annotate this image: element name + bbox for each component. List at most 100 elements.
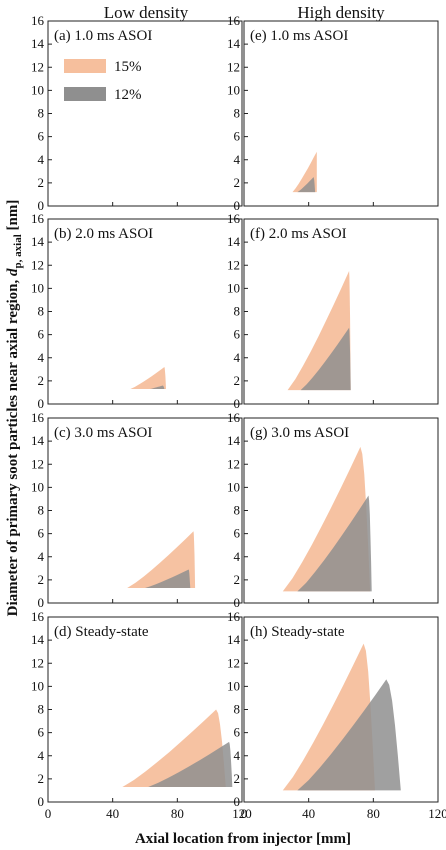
- y-tick-label: 12: [227, 257, 240, 272]
- y-tick-label: 2: [234, 572, 241, 587]
- y-tick-label: 8: [38, 702, 45, 717]
- y-tick-label: 6: [38, 725, 45, 740]
- y-tick-label: 14: [227, 234, 241, 249]
- panel-title: (a) 1.0 ms ASOI: [54, 28, 152, 44]
- x-tick-label: 40: [302, 806, 315, 821]
- y-tick-label: 16: [227, 13, 241, 28]
- y-tick-label: 6: [234, 526, 241, 541]
- y-tick-label: 14: [227, 36, 241, 51]
- y-tick-label: 6: [38, 327, 45, 342]
- panel-title: (d) Steady-state: [54, 624, 149, 640]
- panel-frame: [47, 417, 243, 604]
- y-tick-label: 16: [31, 13, 45, 28]
- y-tick-label: 0: [234, 396, 241, 411]
- y-tick-label: 4: [38, 350, 45, 365]
- panel-2: 0 2 4 6 8 10 12 14 16 (b) 2.0 ms ASOI: [31, 211, 243, 411]
- y-tick-label: 2: [38, 771, 45, 786]
- panel-8: 0 2 4 6 8 10 12 14 16 0 40 80 120 (h) Steady-state: [227, 609, 446, 821]
- panel-title: (e) 1.0 ms ASOI: [250, 28, 348, 44]
- series-area-12pct-panel-4: [148, 741, 233, 787]
- y-tick-label: 0: [234, 595, 241, 610]
- panel-3: 0 2 4 6 8 10 12 14 16 (c) 3.0 ms ASOI: [31, 410, 243, 610]
- y-tick-label: 14: [31, 234, 45, 249]
- legend-swatch-2: [64, 87, 106, 101]
- y-tick-label: 4: [38, 152, 45, 167]
- y-tick-label: 0: [38, 396, 45, 411]
- panels-layer: 0 2 4 6 8 10 12 14 16 (a) 1.0 ms ASOI 15% 12% 0 2 4 6 8 1…: [31, 13, 446, 821]
- y-tick-label: 16: [227, 211, 241, 226]
- series-area-12pct-panel-6: [300, 327, 351, 391]
- y-tick-label: 2: [234, 175, 241, 190]
- legend-label-2: 12%: [114, 87, 142, 103]
- x-axis-label: Axial location from injector [mm]: [135, 831, 351, 847]
- panel-title: (g) 3.0 ms ASOI: [250, 425, 349, 441]
- panel-frame: [243, 20, 439, 207]
- y-tick-label: 10: [31, 678, 44, 693]
- y-tick-label: 6: [38, 129, 45, 144]
- legend-swatch-1: [64, 59, 106, 73]
- series-area-12pct-panel-5: [297, 177, 316, 193]
- y-tick-label: 10: [31, 479, 44, 494]
- y-tick-label: 0: [38, 595, 45, 610]
- panel-frame: [47, 218, 243, 405]
- panel-frame: [47, 20, 243, 207]
- y-tick-label: 4: [234, 549, 241, 564]
- y-tick-label: 2: [38, 572, 45, 587]
- x-tick-label: 80: [171, 806, 184, 821]
- series-area-12pct-panel-2: [149, 385, 165, 389]
- y-tick-label: 4: [38, 549, 45, 564]
- x-tick-label: 40: [106, 806, 119, 821]
- y-tick-label: 8: [38, 503, 45, 518]
- y-tick-label: 10: [31, 280, 44, 295]
- col-title-high: High density: [297, 3, 385, 22]
- y-tick-label: 4: [38, 748, 45, 763]
- y-tick-label: 4: [234, 152, 241, 167]
- y-tick-label: 10: [227, 479, 240, 494]
- y-tick-label: 2: [234, 373, 241, 388]
- y-tick-label: 14: [227, 433, 241, 448]
- y-tick-label: 12: [31, 456, 44, 471]
- panel-title: (b) 2.0 ms ASOI: [54, 226, 153, 242]
- y-tick-label: 0: [234, 198, 241, 213]
- y-tick-label: 16: [31, 410, 45, 425]
- y-tick-label: 8: [234, 106, 241, 121]
- y-tick-label: 2: [234, 771, 241, 786]
- x-tick-label: 80: [367, 806, 380, 821]
- y-axis-label-var: d: [5, 268, 21, 276]
- y-tick-label: 12: [31, 59, 44, 74]
- series-area-12pct-panel-3: [145, 569, 191, 588]
- legend-label-1: 15%: [114, 59, 142, 75]
- y-tick-label: 10: [31, 82, 44, 97]
- y-tick-label: 16: [227, 609, 241, 624]
- y-tick-label: 6: [38, 526, 45, 541]
- y-tick-label: 12: [31, 257, 44, 272]
- y-tick-label: 14: [31, 36, 45, 51]
- panel-title: (c) 3.0 ms ASOI: [54, 425, 152, 441]
- panel-1: 0 2 4 6 8 10 12 14 16 (a) 1.0 ms ASOI 15% 12%: [31, 13, 243, 213]
- panel-title: (f) 2.0 ms ASOI: [250, 226, 347, 242]
- series-area-12pct-panel-7: [297, 495, 372, 592]
- y-tick-label: 10: [227, 280, 240, 295]
- col-title-low: Low density: [104, 3, 189, 22]
- y-tick-label: 8: [234, 304, 241, 319]
- y-tick-label: 0: [234, 794, 241, 809]
- panel-title: (h) Steady-state: [250, 624, 345, 640]
- y-tick-label: 0: [38, 794, 45, 809]
- y-tick-label: 6: [234, 327, 241, 342]
- y-tick-label: 0: [38, 198, 45, 213]
- y-tick-label: 12: [227, 59, 240, 74]
- y-tick-label: 14: [227, 632, 241, 647]
- series-area-15pct-panel-2: [130, 367, 166, 389]
- y-tick-label: 6: [234, 129, 241, 144]
- y-axis-label-unit: [nm]: [5, 200, 21, 235]
- y-tick-label: 8: [38, 106, 45, 121]
- y-axis-label-sub: p, axial: [12, 234, 24, 268]
- y-tick-label: 12: [31, 655, 44, 670]
- x-tick-label: 120: [428, 806, 446, 821]
- x-tick-label: 0: [45, 806, 52, 821]
- y-tick-label: 6: [234, 725, 241, 740]
- series-area-12pct-panel-8: [297, 679, 401, 791]
- y-axis-label: Diameter of primary soot particles near …: [5, 200, 24, 617]
